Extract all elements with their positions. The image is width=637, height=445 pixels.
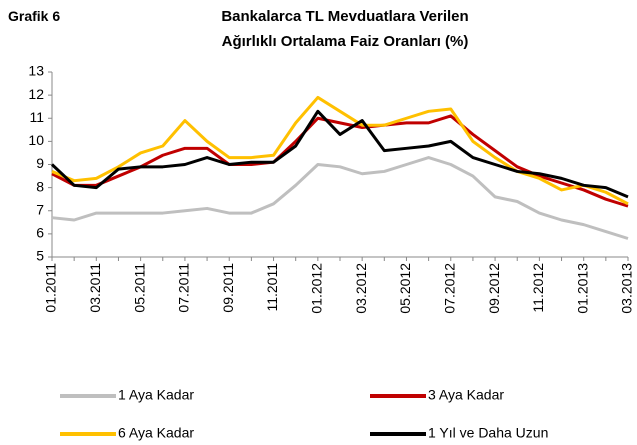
x-tick-label: 09.2012 <box>486 263 502 314</box>
y-tick-label: 13 <box>28 63 44 79</box>
legend-label: 3 Aya Kadar <box>428 387 504 403</box>
y-tick-label: 11 <box>29 109 44 125</box>
y-tick-label: 12 <box>28 86 44 102</box>
series-line <box>51 95 629 206</box>
y-tick-label: 5 <box>36 248 44 264</box>
y-tick-label: 8 <box>36 178 44 194</box>
x-tick-label: 01.2011 <box>43 263 59 313</box>
x-tick-label: 07.2011 <box>176 263 192 313</box>
legend-label: 6 Aya Kadar <box>118 425 194 441</box>
x-tick-label: 05.2011 <box>131 263 147 313</box>
x-tick-label: 07.2012 <box>441 263 457 314</box>
chart-label: Grafik 6 <box>8 8 61 24</box>
x-tick-label: 05.2012 <box>397 263 413 314</box>
series-line <box>50 109 629 199</box>
series-line <box>51 114 629 208</box>
chart-title: Bankalarca TL Mevduatlara Verilen Ağırlı… <box>221 8 469 50</box>
series-line <box>51 156 629 240</box>
x-tick-label: 03.2013 <box>619 263 635 314</box>
x-tick-label: 09.2011 <box>220 263 236 313</box>
y-tick-label: 7 <box>36 201 44 217</box>
x-tick-label: 01.2012 <box>309 263 325 314</box>
x-tick-label: 11.2011 <box>264 263 280 312</box>
legend-label: 1 Yıl ve Daha Uzun <box>428 425 548 441</box>
x-tick-label: 01.2013 <box>574 263 590 314</box>
y-tick-label: 10 <box>28 132 44 148</box>
x-tick-label: 03.2011 <box>87 263 103 313</box>
x-tick-label: 03.2012 <box>353 263 369 314</box>
y-tick-label: 6 <box>36 225 44 241</box>
y-tick-label: 9 <box>36 155 44 171</box>
legend-label: 1 Aya Kadar <box>118 387 194 403</box>
x-tick-label: 11.2012 <box>530 263 546 313</box>
